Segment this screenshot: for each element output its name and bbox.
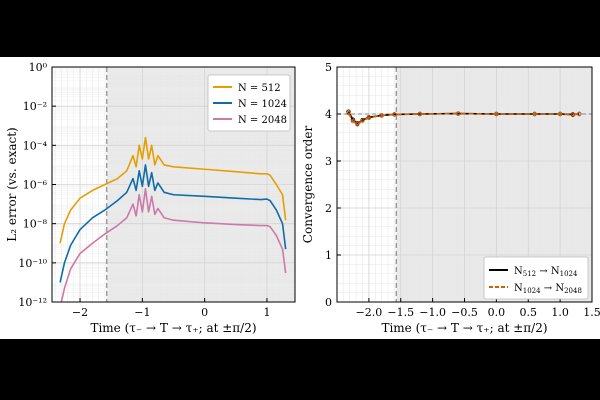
x-tick-label: −1.5	[387, 306, 414, 319]
series-line-1-1	[59, 136, 287, 244]
y-tick-label: 3	[325, 155, 332, 168]
x-tick-label: 1	[263, 306, 270, 319]
series-point	[417, 111, 423, 117]
series-line-1-2	[59, 164, 287, 283]
legend-box	[483, 256, 589, 300]
series-point	[455, 111, 461, 116]
legend-subscript: 512	[523, 270, 536, 278]
y-axis-label: Convergence order	[301, 126, 315, 244]
legend-label: N = 1024	[238, 99, 287, 110]
x-tick-label: −2	[72, 306, 88, 319]
y-tick-label: 0	[325, 296, 332, 309]
x-tick-label: 1.5	[583, 306, 600, 319]
y-tick-label: 5	[325, 61, 332, 74]
series-point	[355, 122, 360, 127]
chart-svg: −2 −1 0 1 10⁻¹² 10⁻¹⁰ 10⁻⁸ 10⁻⁶ 10⁻⁴ 10⁻² 10⁰ Time …	[5, 61, 600, 335]
y-tick-label: 10⁻¹²	[18, 296, 47, 309]
legend-box	[207, 74, 291, 132]
series-point	[392, 112, 397, 117]
x-tick-label: −1.0	[419, 306, 446, 319]
legend-subscript: 1024	[523, 287, 541, 295]
series-point	[577, 111, 582, 117]
x-tick-label: 0	[201, 306, 208, 319]
series-point	[532, 111, 537, 117]
x-tick-label: 1.0	[551, 306, 569, 319]
series-point	[379, 113, 384, 118]
x-tick-label: −2.0	[356, 306, 383, 319]
legend-label: N512 → N1024	[514, 266, 578, 278]
x-tick-label: 0.0	[488, 306, 506, 319]
y-tick-label: 1	[325, 249, 332, 262]
legend-subscript: 1024	[560, 270, 578, 278]
series-point	[557, 111, 563, 117]
series-line-1-3	[60, 188, 287, 302]
legend-text-part: → N	[536, 266, 560, 277]
series-point	[350, 118, 356, 124]
legend-text-part: N	[514, 266, 523, 277]
y-tick-label: 2	[325, 202, 332, 215]
x-tick-label: 0.5	[520, 306, 538, 319]
series-point	[494, 111, 499, 117]
legend-label: N = 512	[238, 83, 281, 94]
y-tick-label: 4	[325, 108, 332, 121]
y-tick-label: 10⁻⁴	[23, 139, 48, 152]
series-point	[570, 112, 576, 118]
y-axis-label: L₂ error (vs. exact)	[5, 127, 19, 241]
y-tick-label: 10⁻⁸	[23, 218, 48, 231]
x-axis-label: Time (τ₋ → T → τ₊; at ±π/2)	[381, 321, 547, 335]
x-tick-label: −1	[134, 306, 150, 319]
series-line-2-2	[347, 112, 580, 126]
y-tick-label: 10⁻⁶	[23, 179, 48, 192]
y-tick-label: 10⁰	[29, 61, 48, 74]
legend-label: N1024 → N2048	[514, 283, 582, 295]
x-tick-label: −0.5	[451, 306, 478, 319]
legend-label: N = 2048	[238, 115, 287, 126]
x-axis-label: Time (τ₋ → T → τ₊; at ±π/2)	[90, 321, 256, 335]
series-point	[346, 110, 351, 116]
figure: −2 −1 0 1 10⁻¹² 10⁻¹⁰ 10⁻⁸ 10⁻⁶ 10⁻⁴ 10⁻² 10⁰ Time …	[0, 57, 600, 339]
legend-subscript: 2048	[564, 287, 582, 295]
legend-text-part: N	[514, 283, 523, 294]
y-tick-label: 10⁻¹⁰	[18, 257, 47, 270]
y-tick-label: 10⁻²	[23, 100, 47, 113]
series-point	[360, 118, 365, 123]
legend-text-part: → N	[541, 283, 565, 294]
series-point	[366, 115, 372, 120]
